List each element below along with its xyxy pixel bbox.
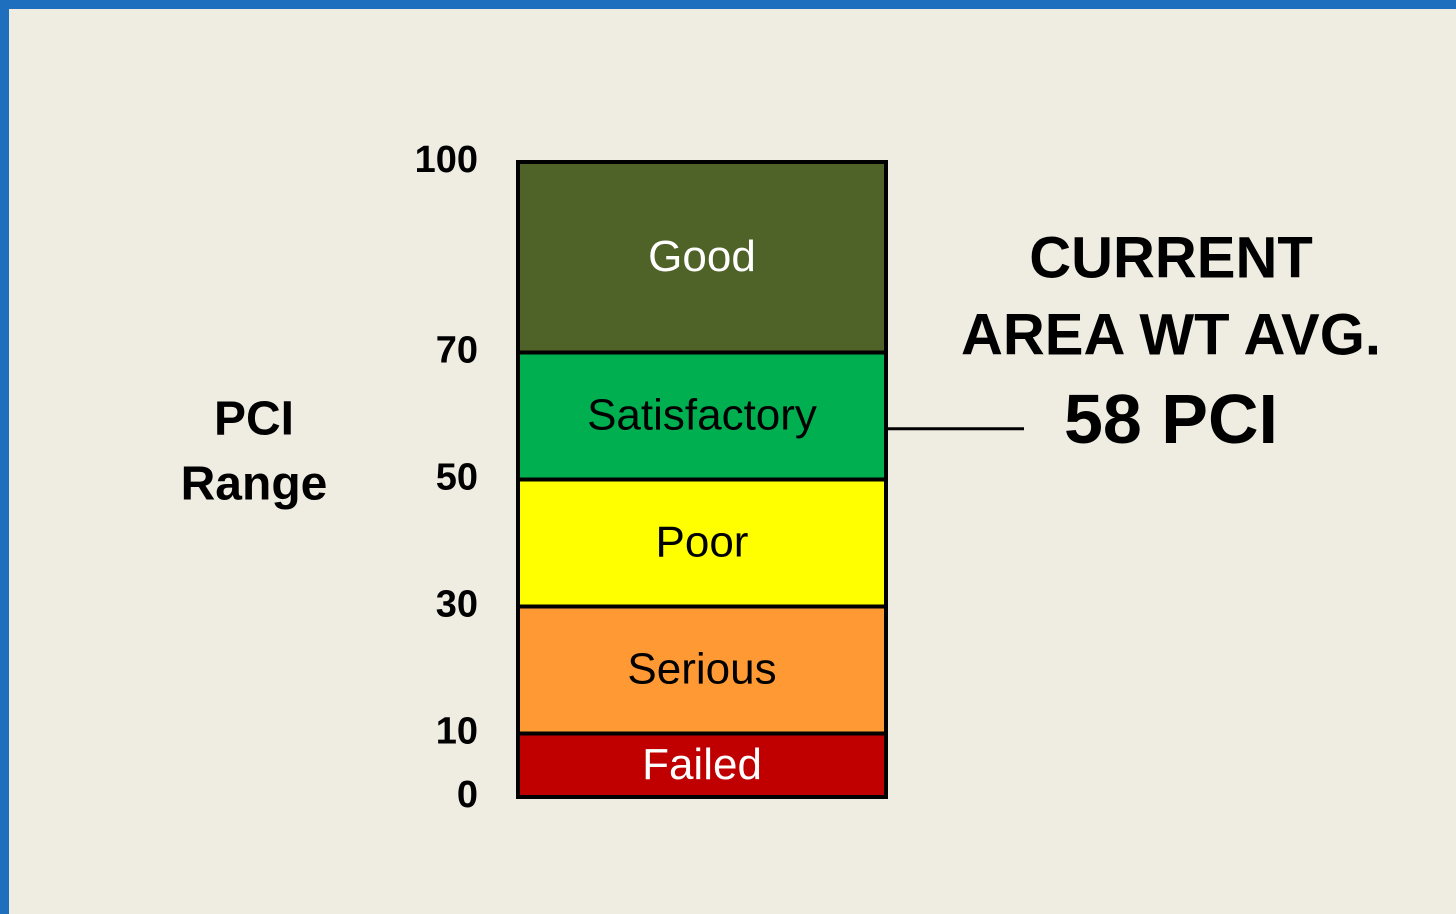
annotation-line: CURRENT	[1029, 225, 1313, 290]
y-label: Range	[181, 458, 328, 511]
segment-label: Failed	[642, 740, 762, 789]
y-tick-label: 70	[436, 330, 478, 372]
y-label: PCI	[214, 393, 294, 446]
y-tick-label: 50	[436, 457, 478, 499]
segment-label: Poor	[656, 518, 749, 567]
bar-segment	[516, 477, 888, 609]
segment-label: Satisfactory	[587, 391, 817, 440]
segment-label: Serious	[627, 645, 776, 694]
bar-segment	[516, 604, 888, 736]
annotation-line: AREA WT AVG.	[961, 302, 1381, 367]
bar-segment	[516, 160, 888, 355]
y-tick-label: 100	[415, 139, 478, 181]
y-tick-label: 10	[436, 711, 478, 753]
y-tick-label: 30	[436, 584, 478, 626]
y-tick-label: 0	[457, 774, 478, 816]
annotation-value: 58 PCI	[1064, 380, 1278, 458]
segment-label: Good	[648, 232, 756, 281]
